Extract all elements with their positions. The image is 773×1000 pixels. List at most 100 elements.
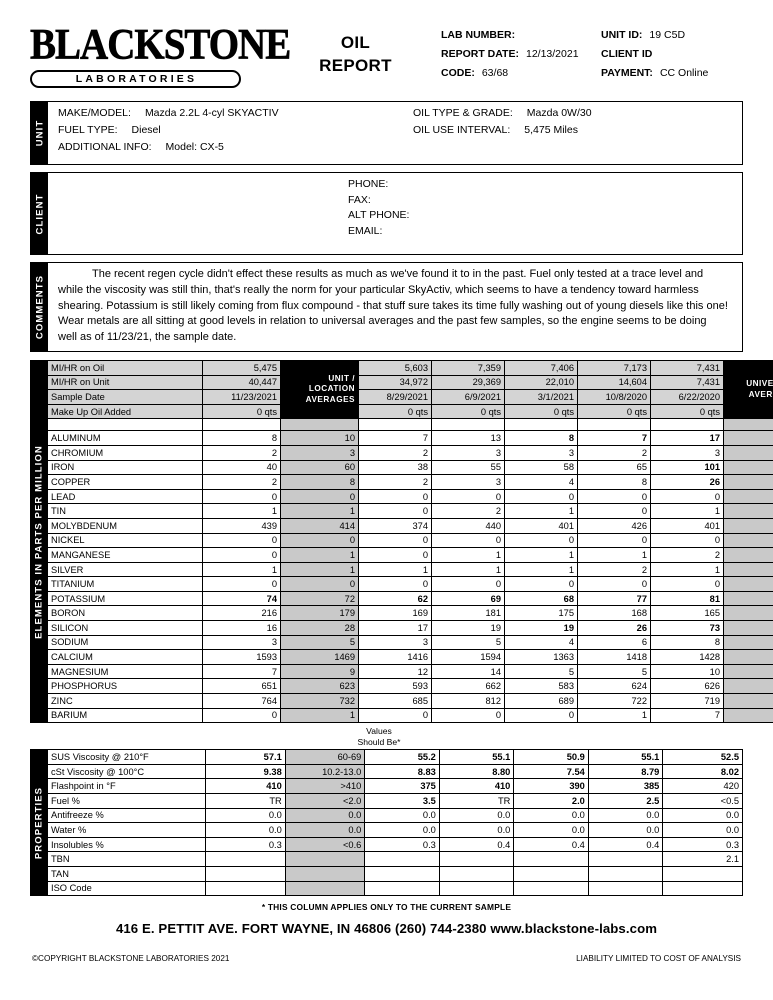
table-row: SILVER11111212: [47, 561, 773, 578]
history-value: 68: [504, 590, 578, 607]
history-value: 14: [431, 663, 505, 680]
table-row: PHOSPHORUS651623593662583624626590: [47, 678, 773, 695]
row-label: POTASSIUM: [47, 590, 203, 607]
current-value: 0: [202, 532, 281, 549]
row-label: COPPER: [47, 474, 203, 490]
row-label: Make Up Oil Added: [47, 403, 203, 420]
row-label: cSt Viscosity @ 100°C: [46, 763, 207, 780]
history-value: 165: [650, 605, 724, 622]
history-value: 0.0: [587, 822, 664, 838]
additional-info-value: Model: CX-5: [165, 141, 224, 153]
table-row: BARIUM01000170: [47, 707, 773, 724]
table-row: MI/HR on Oil 5,475 UNIT / LOCATION AVERAGES 5…: [47, 359, 773, 420]
history-value: 0: [358, 503, 432, 519]
should-be-value: 60-69: [284, 749, 366, 765]
current-value: 439: [202, 517, 281, 534]
row-label: ZINC: [47, 693, 203, 709]
history-value: 4: [504, 474, 578, 490]
table-row: SODIUM35354684: [47, 634, 773, 651]
history-value: 426: [577, 517, 651, 534]
current-value: 11/23/2021: [202, 389, 281, 405]
client-tab-label: CLIENT: [34, 193, 45, 234]
history-value: 583: [504, 678, 578, 695]
unit-average-value: 8: [280, 474, 359, 490]
table-row: Sample Date 11/23/2021 8/29/2021 6/9/2021 3/…: [47, 389, 773, 405]
payment-label: PAYMENT:: [601, 67, 653, 79]
history-value: 10: [650, 663, 724, 680]
history-value: 3.5: [364, 793, 440, 809]
history-value: 7,359: [431, 359, 505, 376]
row-label: Fuel %: [46, 793, 207, 809]
spacer-cell: [202, 418, 281, 432]
code-value: 63/68: [481, 67, 509, 79]
should-be-value: >410: [284, 778, 366, 795]
row-label: TBN: [46, 851, 207, 867]
properties-tab-label: PROPERTIES: [33, 786, 44, 859]
header-fields: LAB NUMBER: REPORT DATE: 12/13/2021 CODE:…: [441, 22, 708, 86]
history-value: [513, 851, 589, 867]
history-value: 0: [431, 707, 505, 724]
history-value: 0.0: [513, 807, 589, 824]
universal-average-value: 1: [723, 547, 773, 563]
history-value: 1: [431, 561, 505, 578]
table-row: Fuel % TR <2.0 3.5 TR 2.0 2.5 <0.5: [46, 793, 743, 809]
current-value: 7: [202, 663, 281, 680]
table-row: TIN11021011: [47, 503, 773, 519]
universal-average-value: 291: [723, 517, 773, 534]
alt-phone-row: ALT PHONE:: [348, 208, 409, 224]
current-value: 0.0: [205, 807, 286, 824]
row-label: Insolubles %: [46, 836, 207, 853]
history-value: 2: [358, 444, 432, 461]
history-value: 2: [650, 547, 724, 563]
table-row: TITANIUM00000003: [47, 576, 773, 592]
should-be-value: [284, 880, 366, 897]
should-be-value: 10.2-13.0: [284, 763, 366, 780]
header-column-right: UNIT ID: 19 C5D CLIENT ID PAYMENT: CC Onli…: [601, 29, 708, 86]
current-value: 74: [202, 590, 281, 607]
universal-average-value: 2: [723, 561, 773, 578]
history-value: 1: [431, 547, 505, 563]
row-label: MANGANESE: [47, 547, 203, 563]
history-value: 175: [504, 605, 578, 622]
client-section: CLIENT PHONE: FAX: ALT PHONE: EMAIL:: [30, 172, 743, 255]
universal-average-value: 0.0: [662, 822, 743, 838]
history-value: 0: [504, 488, 578, 505]
history-value: 2.0: [513, 793, 589, 809]
report-date-value: 12/13/2021: [525, 48, 579, 60]
unit-average-value: 5: [280, 634, 359, 651]
table-row: TBN 2.1: [46, 851, 743, 867]
history-value: 0: [431, 488, 505, 505]
history-value: [513, 880, 589, 897]
history-value: 6: [577, 634, 651, 651]
should-be-value: 0.0: [284, 807, 366, 824]
universal-average-value: 29: [723, 590, 773, 607]
elements-section-tab: ELEMENTS IN PARTS PER MILLION: [30, 359, 47, 724]
universal-average-value: 52.5: [662, 749, 743, 765]
history-value: 0 qts: [650, 403, 724, 420]
current-value: [205, 851, 286, 867]
history-value: 719: [650, 693, 724, 709]
current-sample-note: * THIS COLUMN APPLIES ONLY TO THE CURREN…: [261, 902, 512, 913]
unit-average-value: 1: [280, 707, 359, 724]
table-row: BORON21617916918117516816590: [47, 605, 773, 622]
history-value: 5: [431, 634, 505, 651]
history-value: 385: [587, 778, 664, 795]
table-row: MAGNESIUM791214551040: [47, 663, 773, 680]
history-value: 17: [650, 430, 724, 446]
unit-average-value: 0: [280, 488, 359, 505]
current-value: 0: [202, 547, 281, 563]
history-value: 7: [650, 707, 724, 724]
phone-label: PHONE:: [348, 178, 389, 190]
unit-average-value: 623: [280, 678, 359, 695]
current-value: 216: [202, 605, 281, 622]
table-row: ISO Code: [46, 880, 743, 897]
unit-average-value: 179: [280, 605, 359, 622]
unit-left-column: MAKE/MODEL: Mazda 2.2L 4-cyl SKYACTIV FUE…: [58, 107, 413, 158]
universal-average-value: 4: [723, 634, 773, 651]
comments-section-body: The recent regen cycle didn't effect the…: [48, 263, 742, 351]
should-be-value: <0.6: [284, 836, 366, 853]
report-title-line2: REPORT: [319, 55, 392, 75]
history-value: [587, 865, 664, 882]
table-row: POTASSIUM7472626968778129: [47, 590, 773, 607]
history-value: 685: [358, 693, 432, 709]
